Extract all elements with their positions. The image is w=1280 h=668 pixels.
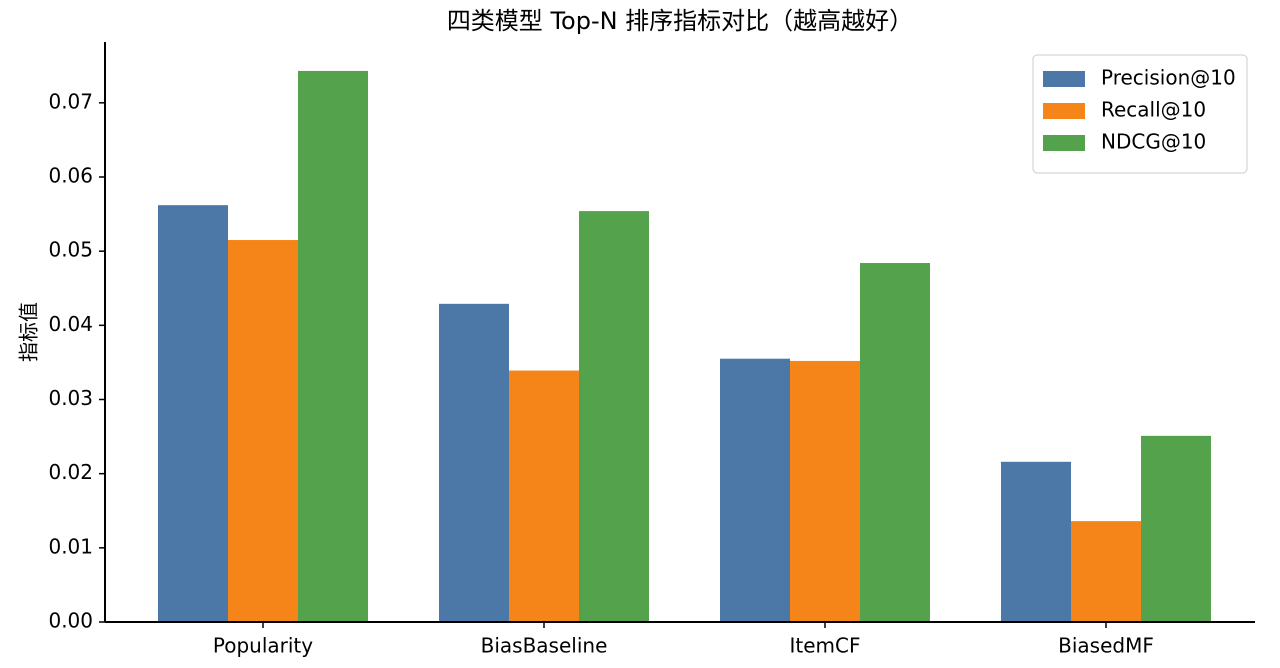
x-tick-label: Popularity bbox=[213, 634, 313, 658]
y-tick-label: 0.01 bbox=[48, 534, 93, 558]
bar bbox=[509, 370, 579, 622]
y-axis-label: 指标值 bbox=[17, 302, 41, 362]
legend-swatch bbox=[1043, 135, 1085, 151]
bar bbox=[158, 205, 228, 622]
x-tick-label: BiasBaseline bbox=[481, 634, 608, 658]
bar bbox=[298, 70, 368, 622]
y-tick-label: 0.03 bbox=[48, 386, 93, 410]
y-tick-label: 0.02 bbox=[48, 460, 93, 484]
y-tick-label: 0.05 bbox=[48, 238, 93, 262]
legend-swatch bbox=[1043, 103, 1085, 119]
bar bbox=[790, 360, 860, 622]
bar bbox=[1141, 435, 1211, 622]
legend-swatch bbox=[1043, 71, 1085, 87]
bar bbox=[1001, 461, 1071, 622]
x-tick-label: BiasedMF bbox=[1058, 634, 1154, 658]
y-tick-label: 0.04 bbox=[48, 312, 93, 336]
chart-title: 四类模型 Top-N 排序指标对比（越高越好） bbox=[447, 7, 913, 35]
y-tick-label: 0.06 bbox=[48, 163, 93, 187]
y-tick-label: 0.00 bbox=[48, 609, 93, 633]
legend-frame bbox=[1032, 54, 1248, 174]
bar bbox=[228, 240, 298, 622]
y-tick-label: 0.07 bbox=[48, 89, 93, 113]
bar bbox=[1071, 521, 1141, 622]
legend-label: Recall@10 bbox=[1101, 98, 1206, 122]
bar bbox=[579, 211, 649, 622]
legend-label: NDCG@10 bbox=[1101, 130, 1206, 154]
legend: Precision@10 Recall@10 NDCG@10 bbox=[1032, 54, 1248, 174]
bar bbox=[439, 303, 509, 622]
legend-label: Precision@10 bbox=[1101, 66, 1236, 90]
x-tick-label: ItemCF bbox=[790, 634, 861, 658]
bar bbox=[720, 358, 790, 622]
bar bbox=[860, 263, 930, 622]
